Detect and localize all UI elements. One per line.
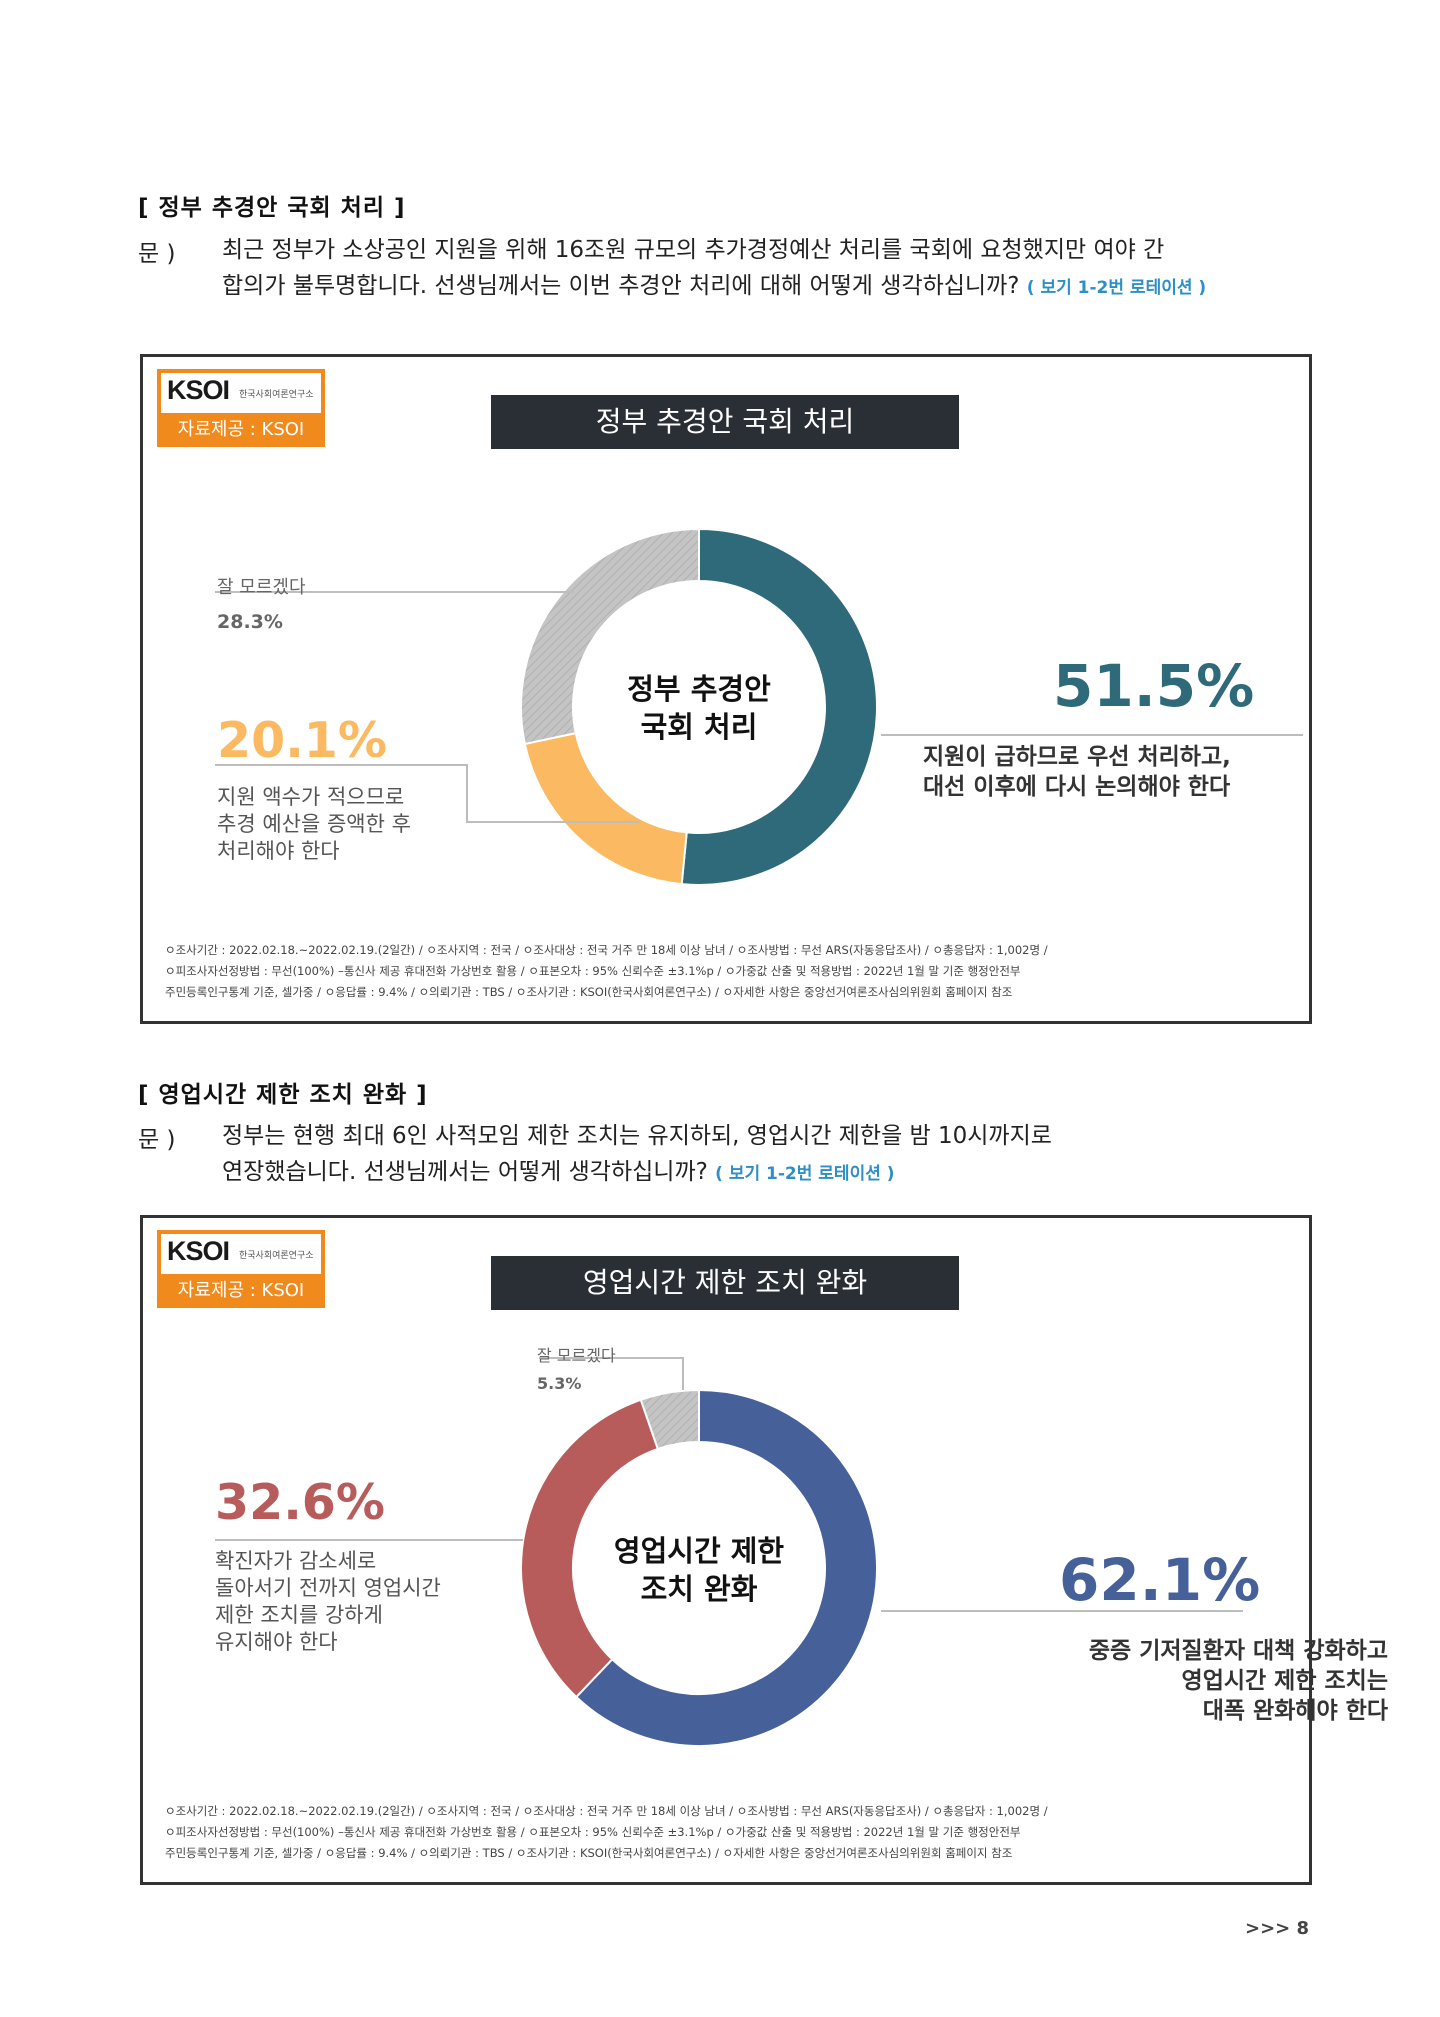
slice-label-dontknow: 잘 모르겠다 — [217, 577, 306, 598]
slice-value-dontknow: 5.3% — [537, 1374, 582, 1393]
footnote-line: ㅇ피조사자선정방법 : 무선(100%) –통신사 제공 휴대전화 가상번호 활… — [165, 1825, 1021, 1839]
center-line: 국회 처리 — [640, 710, 758, 744]
page-number: >>> 8 — [1245, 1918, 1310, 1939]
chart-panel-1: KSOI 한국사회여론연구소 자료제공 : KSOI 정부 추경안 국회 처리 … — [140, 354, 1312, 1024]
center-line: 정부 추경안 — [627, 672, 771, 706]
slice-label-dontknow: 잘 모르겠다 — [537, 1346, 616, 1365]
label-line: 제한 조치를 강하게 — [215, 1603, 383, 1627]
label-line: 지원 액수가 적으므로 — [217, 785, 405, 809]
chart-panel-2: KSOI 한국사회여론연구소 자료제공 : KSOI 영업시간 제한 조치 완화… — [140, 1215, 1388, 1885]
survey-footnote: ㅇ조사기간 : 2022.02.18.~2022.02.19.(2일간) / ㅇ… — [165, 940, 1295, 1003]
leader-line-1 — [215, 764, 640, 823]
footnote-line: ㅇ피조사자선정방법 : 무선(100%) –통신사 제공 휴대전화 가상번호 활… — [165, 964, 1021, 978]
rotation-note: ( 보기 1-2번 로테이션 ) — [1026, 278, 1207, 298]
leader-line-2 — [539, 1357, 684, 1390]
question-line: 연장했습니다. 선생님께서는 어떻게 생각하십니까? ( 보기 1-2번 로테이… — [222, 1154, 1312, 1192]
rotation-note: ( 보기 1-2번 로테이션 ) — [715, 1164, 895, 1184]
label-line: 중증 기저질환자 대책 강화하고 — [1088, 1638, 1388, 1664]
label-line: 지원이 급하므로 우선 처리하고, — [923, 744, 1231, 770]
chart-title: 영업시간 제한 조치 완화 — [491, 1256, 959, 1310]
ksoi-logo: KSOI 한국사회여론연구소 자료제공 : KSOI — [157, 1230, 325, 1308]
donut-chart-1 — [215, 527, 1303, 886]
question-mark-1: 문 ) — [138, 241, 176, 267]
donut-slice-1 — [523, 731, 688, 886]
center-line: 조치 완화 — [640, 1572, 758, 1606]
slice-value-maintain: 32.6% — [215, 1474, 385, 1531]
question-line: 합의가 불투명합니다. 선생님께서는 이번 추경안 처리에 대해 어떻게 생각하… — [222, 268, 1312, 306]
logo-mark: KSOI — [167, 375, 230, 405]
slice-label-relax: 중증 기저질환자 대책 강화하고 영업시간 제한 조치는 대폭 완화해야 한다 — [903, 1636, 1388, 1726]
ksoi-logo: KSOI 한국사회여론연구소 자료제공 : KSOI — [157, 369, 325, 447]
logo-sub: 한국사회여론연구소 — [239, 1251, 314, 1261]
footnote-line: 주민등록인구통계 기준, 셀가중 / ㅇ응답률 : 9.4% / ㅇ의뢰기관 :… — [165, 1846, 1013, 1860]
question-mark-2: 문 ) — [138, 1127, 176, 1153]
footnote-line: 주민등록인구통계 기준, 셀가중 / ㅇ응답률 : 9.4% / ㅇ의뢰기관 :… — [165, 985, 1013, 999]
question-line-text: 연장했습니다. 선생님께서는 어떻게 생각하십니까? — [222, 1159, 708, 1185]
chart-title: 정부 추경안 국회 처리 — [491, 395, 959, 449]
question-line-text: 합의가 불투명합니다. 선생님께서는 이번 추경안 처리에 대해 어떻게 생각하… — [222, 273, 1020, 299]
label-line: 대폭 완화해야 한다 — [1202, 1698, 1388, 1724]
donut-slice-0 — [680, 527, 878, 886]
slice-value-relax: 62.1% — [1059, 1546, 1261, 1614]
footnote-line: ㅇ조사기간 : 2022.02.18.~2022.02.19.(2일간) / ㅇ… — [165, 1804, 1048, 1818]
slice-label-increase: 지원 액수가 적으므로 추경 예산을 증액한 후 처리해야 한다 — [217, 784, 411, 865]
slice-label-maintain: 확진자가 감소세로 돌아서기 전까지 영업시간 제한 조치를 강하게 유지해야 … — [215, 1548, 441, 1656]
donut-slice-2 — [520, 527, 700, 746]
slice-value-dontknow: 28.3% — [217, 611, 283, 633]
slice-value-priority: 51.5% — [1053, 652, 1255, 720]
label-line: 유지해야 한다 — [215, 1630, 338, 1654]
label-line: 대선 이후에 다시 논의해야 한다 — [923, 774, 1231, 800]
donut-center-label: 정부 추경안 국회 처리 — [584, 670, 814, 746]
label-line: 추경 예산을 증액한 후 — [217, 812, 411, 836]
label-line: 처리해야 한다 — [217, 839, 340, 863]
slice-label-priority: 지원이 급하므로 우선 처리하고, 대선 이후에 다시 논의해야 한다 — [923, 742, 1383, 802]
logo-provider: 자료제공 : KSOI — [177, 419, 305, 440]
donut-chart-2 — [215, 1357, 1243, 1747]
question-line: 정부는 현행 최대 6인 사적모임 제한 조치는 유지하되, 영업시간 제한을 … — [222, 1123, 1052, 1149]
slice-value-increase: 20.1% — [217, 712, 387, 769]
donut-slice-1 — [520, 1398, 660, 1699]
label-line: 영업시간 제한 조치는 — [1181, 1668, 1388, 1694]
logo-mark: KSOI — [167, 1236, 230, 1266]
donut-slice-0 — [574, 1388, 878, 1747]
question-text-1: 최근 정부가 소상공인 지원을 위해 16조원 규모의 추가경정예산 처리를 국… — [222, 232, 1312, 306]
logo-provider: 자료제공 : KSOI — [177, 1280, 305, 1301]
donut-slice-2 — [639, 1388, 700, 1451]
footnote-line: ㅇ조사기간 : 2022.02.18.~2022.02.19.(2일간) / ㅇ… — [165, 943, 1048, 957]
section-heading-1: [ 정부 추경안 국회 처리 ] — [138, 195, 406, 221]
question-text-2: 정부는 현행 최대 6인 사적모임 제한 조치는 유지하되, 영업시간 제한을 … — [222, 1118, 1312, 1192]
logo-sub: 한국사회여론연구소 — [239, 390, 314, 400]
label-line: 돌아서기 전까지 영업시간 — [215, 1576, 441, 1600]
label-line: 확진자가 감소세로 — [215, 1549, 377, 1573]
donut-center-label: 영업시간 제한 조치 완화 — [569, 1532, 829, 1608]
question-line: 최근 정부가 소상공인 지원을 위해 16조원 규모의 추가경정예산 처리를 국… — [222, 237, 1165, 263]
survey-footnote: ㅇ조사기간 : 2022.02.18.~2022.02.19.(2일간) / ㅇ… — [165, 1801, 1295, 1864]
center-line: 영업시간 제한 — [613, 1534, 785, 1568]
section-heading-2: [ 영업시간 제한 조치 완화 ] — [138, 1082, 428, 1108]
